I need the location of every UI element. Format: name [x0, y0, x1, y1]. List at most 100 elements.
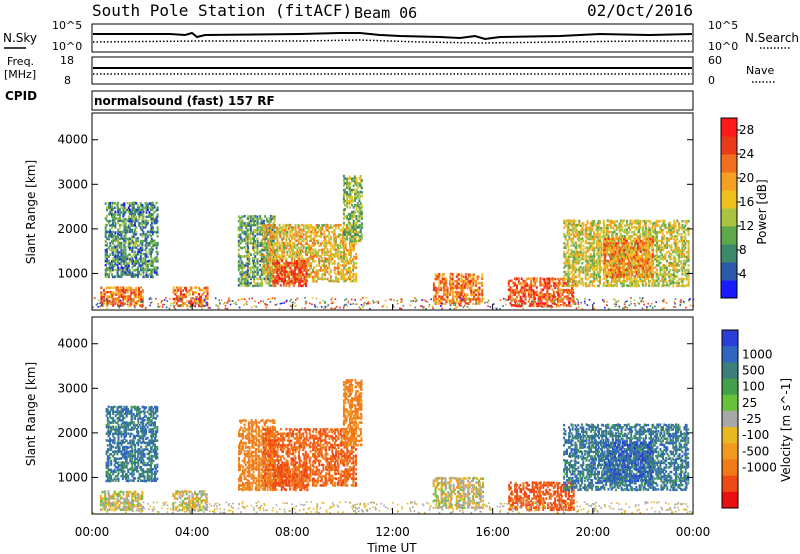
power-cell: [520, 284, 523, 287]
power-cell: [670, 235, 673, 239]
power-cell: [334, 244, 337, 247]
power-cell: [241, 224, 244, 227]
power-cell: [284, 262, 286, 265]
power-cell: [184, 293, 186, 296]
power-cell: [142, 262, 145, 265]
power-cell: [342, 182, 345, 185]
power-cell: [614, 248, 617, 252]
power-cell: [325, 242, 328, 245]
power-cell: [113, 215, 116, 219]
power-cell: [268, 219, 271, 223]
power-cell: [321, 269, 324, 272]
power-cell: [607, 275, 610, 278]
power-cell: [276, 280, 279, 283]
power-cell: [647, 231, 650, 234]
power-cell: [342, 240, 345, 243]
power-cell: [622, 284, 625, 287]
power-cell: [321, 232, 324, 236]
power-cell: [296, 275, 299, 278]
power-cell: [634, 284, 637, 287]
power-cell: [117, 255, 120, 258]
power-cell: [349, 235, 352, 238]
power-cell: [477, 275, 480, 279]
power-cell: [654, 226, 657, 230]
power-cell: [609, 239, 612, 243]
power-cell: [668, 228, 671, 232]
power-cell: [107, 262, 110, 265]
power-cell: [240, 226, 243, 229]
power-cell: [353, 264, 355, 267]
power-cell: [611, 220, 613, 223]
power-cell: [568, 277, 571, 281]
power-cell: [142, 206, 145, 209]
power-cell: [109, 230, 112, 234]
power-cell: [544, 298, 547, 301]
power-cell: [117, 230, 120, 234]
power-cell: [252, 243, 255, 247]
power-cell: [351, 235, 353, 238]
power-cell: [349, 231, 352, 234]
power-cell: [654, 221, 657, 225]
power-cell: [294, 246, 297, 250]
power-cell: [570, 264, 573, 267]
power-cell: [104, 235, 107, 238]
power-cell: [241, 255, 244, 258]
power-cell: [122, 253, 125, 256]
power-cell: [609, 284, 612, 287]
power-cell: [151, 213, 154, 216]
power-cell: [565, 295, 568, 298]
power-cell: [354, 224, 356, 228]
power-cell: [243, 224, 246, 227]
power-cell: [249, 228, 252, 232]
power-cell: [575, 244, 578, 247]
power-cell: [588, 264, 591, 267]
power-cell: [542, 302, 545, 305]
power-cell: [313, 266, 316, 269]
power-cell: [284, 277, 286, 280]
power-cell: [562, 290, 565, 294]
power-cell: [630, 219, 633, 222]
power-cell: [559, 295, 562, 298]
power-cell: [127, 246, 130, 249]
power-cell: [253, 259, 255, 262]
power-cell: [256, 224, 259, 227]
power-cell: [153, 230, 156, 234]
power-cell: [462, 275, 465, 278]
power-cell: [438, 275, 441, 278]
power-cell: [138, 250, 141, 254]
power-cell: [591, 226, 594, 229]
power-cell: [605, 284, 608, 287]
power-cell: [663, 268, 666, 272]
power-cell: [445, 277, 448, 281]
power-cell: [441, 275, 444, 278]
power-cell: [106, 241, 108, 245]
power-cell: [566, 251, 569, 254]
power-cell: [578, 253, 581, 256]
power-cell: [584, 270, 587, 274]
power-cell: [599, 220, 601, 223]
power-cell: [666, 231, 668, 234]
power-cell: [519, 304, 522, 308]
power-cell: [107, 206, 110, 210]
power-cell: [578, 273, 581, 276]
power-cell: [117, 206, 120, 210]
power-cell: [349, 199, 352, 203]
power-cell: [128, 260, 131, 263]
power-cell: [337, 226, 340, 230]
power-cell: [664, 280, 667, 283]
power-cell: [359, 177, 362, 180]
power-cell: [613, 224, 616, 227]
power-cell: [302, 243, 305, 247]
power-cell: [127, 208, 130, 211]
power-cell: [534, 297, 537, 300]
power-cell: [333, 268, 336, 272]
power-cell: [298, 277, 301, 281]
power-cell: [296, 233, 299, 236]
power-cell: [435, 297, 438, 301]
power-cell: [586, 219, 589, 223]
power-cell: [542, 277, 545, 281]
power-cell: [326, 226, 329, 229]
power-cell: [563, 270, 566, 274]
power-cell: [332, 280, 335, 283]
power-cell: [622, 282, 625, 285]
